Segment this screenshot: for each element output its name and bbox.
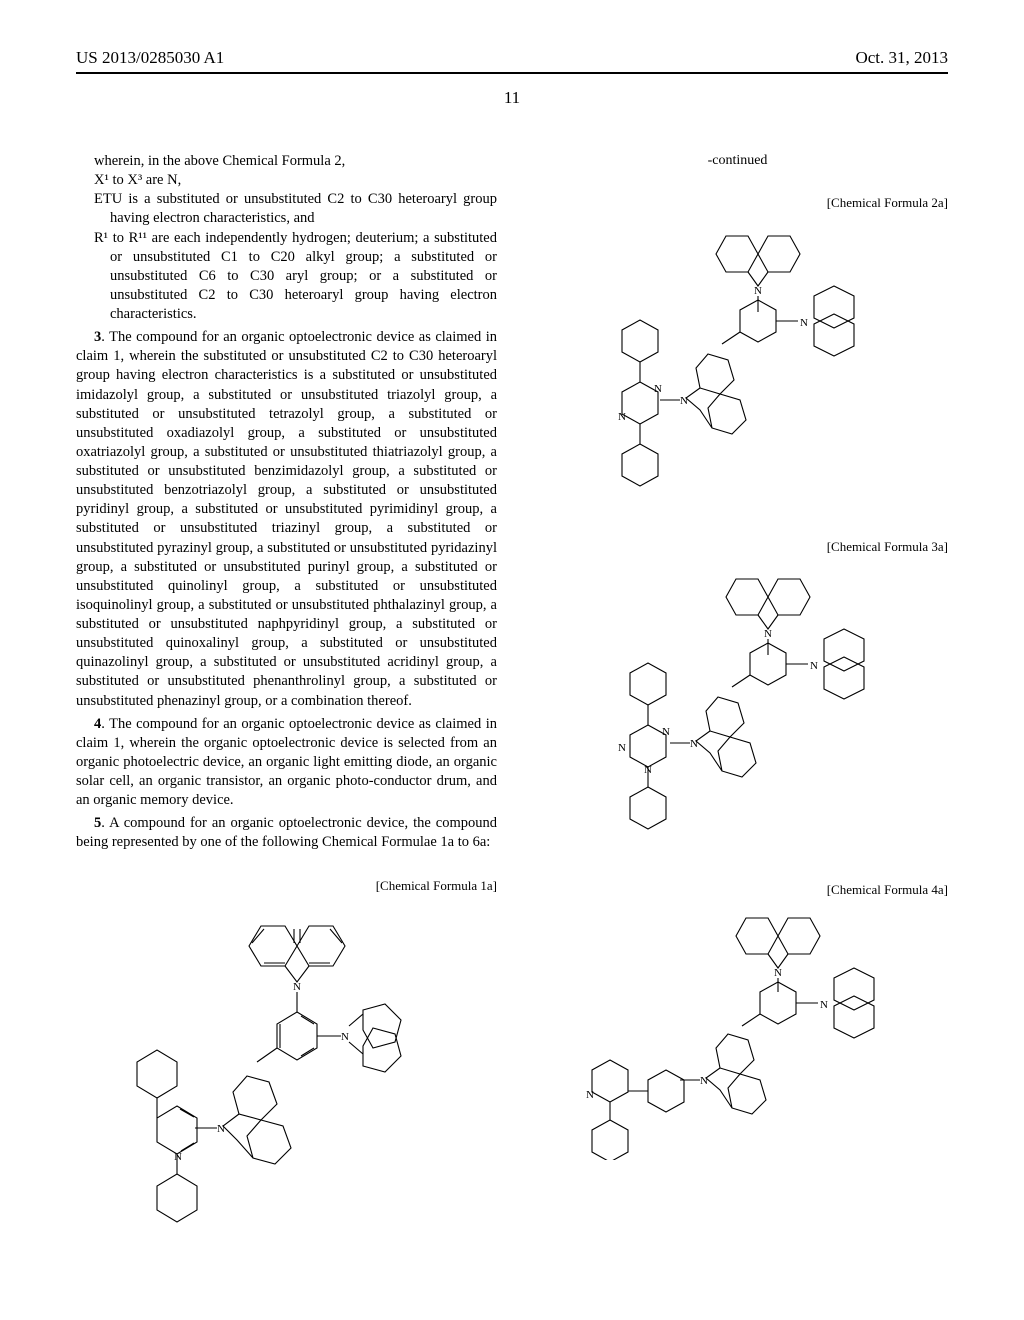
page-header: US 2013/0285030 A1 Oct. 31, 2013 bbox=[76, 48, 948, 68]
svg-text:N: N bbox=[810, 660, 818, 672]
svg-text:N: N bbox=[662, 726, 670, 738]
chemical-structure-4a: N N bbox=[527, 900, 948, 1160]
svg-text:N: N bbox=[293, 981, 301, 993]
continued-label: -continued bbox=[527, 152, 948, 170]
svg-text:N: N bbox=[618, 411, 626, 423]
formula2-r-def: R¹ to R¹¹ are each independently hydroge… bbox=[76, 229, 497, 325]
svg-text:N: N bbox=[217, 1123, 225, 1135]
page-number: 11 bbox=[76, 88, 948, 108]
formula2-x-def: X¹ to X³ are N, bbox=[76, 171, 497, 190]
claim-4: 4. The compound for an organic optoelect… bbox=[76, 715, 497, 811]
left-column: wherein, in the above Chemical Formula 2… bbox=[76, 152, 497, 1256]
claim-3: 3. The compound for an organic optoelect… bbox=[76, 328, 497, 711]
svg-text:N: N bbox=[341, 1031, 349, 1043]
svg-text:N: N bbox=[754, 285, 762, 297]
formula-4a-label: [Chemical Formula 4a] bbox=[527, 881, 948, 898]
svg-text:N: N bbox=[618, 742, 626, 754]
svg-text:N: N bbox=[690, 738, 698, 750]
svg-text:N: N bbox=[654, 383, 662, 395]
formula-2a-label: [Chemical Formula 2a] bbox=[527, 194, 948, 211]
two-column-layout: wherein, in the above Chemical Formula 2… bbox=[76, 152, 948, 1256]
chemical-structure-1a: N N bbox=[76, 896, 497, 1256]
formula-3a-label: [Chemical Formula 3a] bbox=[527, 538, 948, 555]
formula-1a-label: [Chemical Formula 1a] bbox=[76, 877, 497, 894]
svg-text:N: N bbox=[774, 967, 782, 979]
svg-text:N: N bbox=[680, 395, 688, 407]
header-rule bbox=[76, 72, 948, 74]
svg-text:N: N bbox=[700, 1075, 708, 1087]
chemical-structure-2a: N N bbox=[527, 214, 948, 514]
svg-text:N: N bbox=[800, 317, 808, 329]
publication-date: Oct. 31, 2013 bbox=[855, 48, 948, 68]
chemical-structure-3a: N N bbox=[527, 557, 948, 857]
claim-5: 5. A compound for an organic optoelectro… bbox=[76, 814, 497, 852]
publication-number: US 2013/0285030 A1 bbox=[76, 48, 224, 68]
right-column: -continued [Chemical Formula 2a] N bbox=[527, 152, 948, 1256]
svg-text:N: N bbox=[586, 1089, 594, 1101]
svg-text:N: N bbox=[764, 628, 772, 640]
svg-text:N: N bbox=[820, 999, 828, 1011]
svg-text:N: N bbox=[174, 1151, 182, 1163]
formula2-etu-def: ETU is a substituted or unsubstituted C2… bbox=[76, 190, 497, 228]
formula2-wherein: wherein, in the above Chemical Formula 2… bbox=[76, 152, 497, 171]
